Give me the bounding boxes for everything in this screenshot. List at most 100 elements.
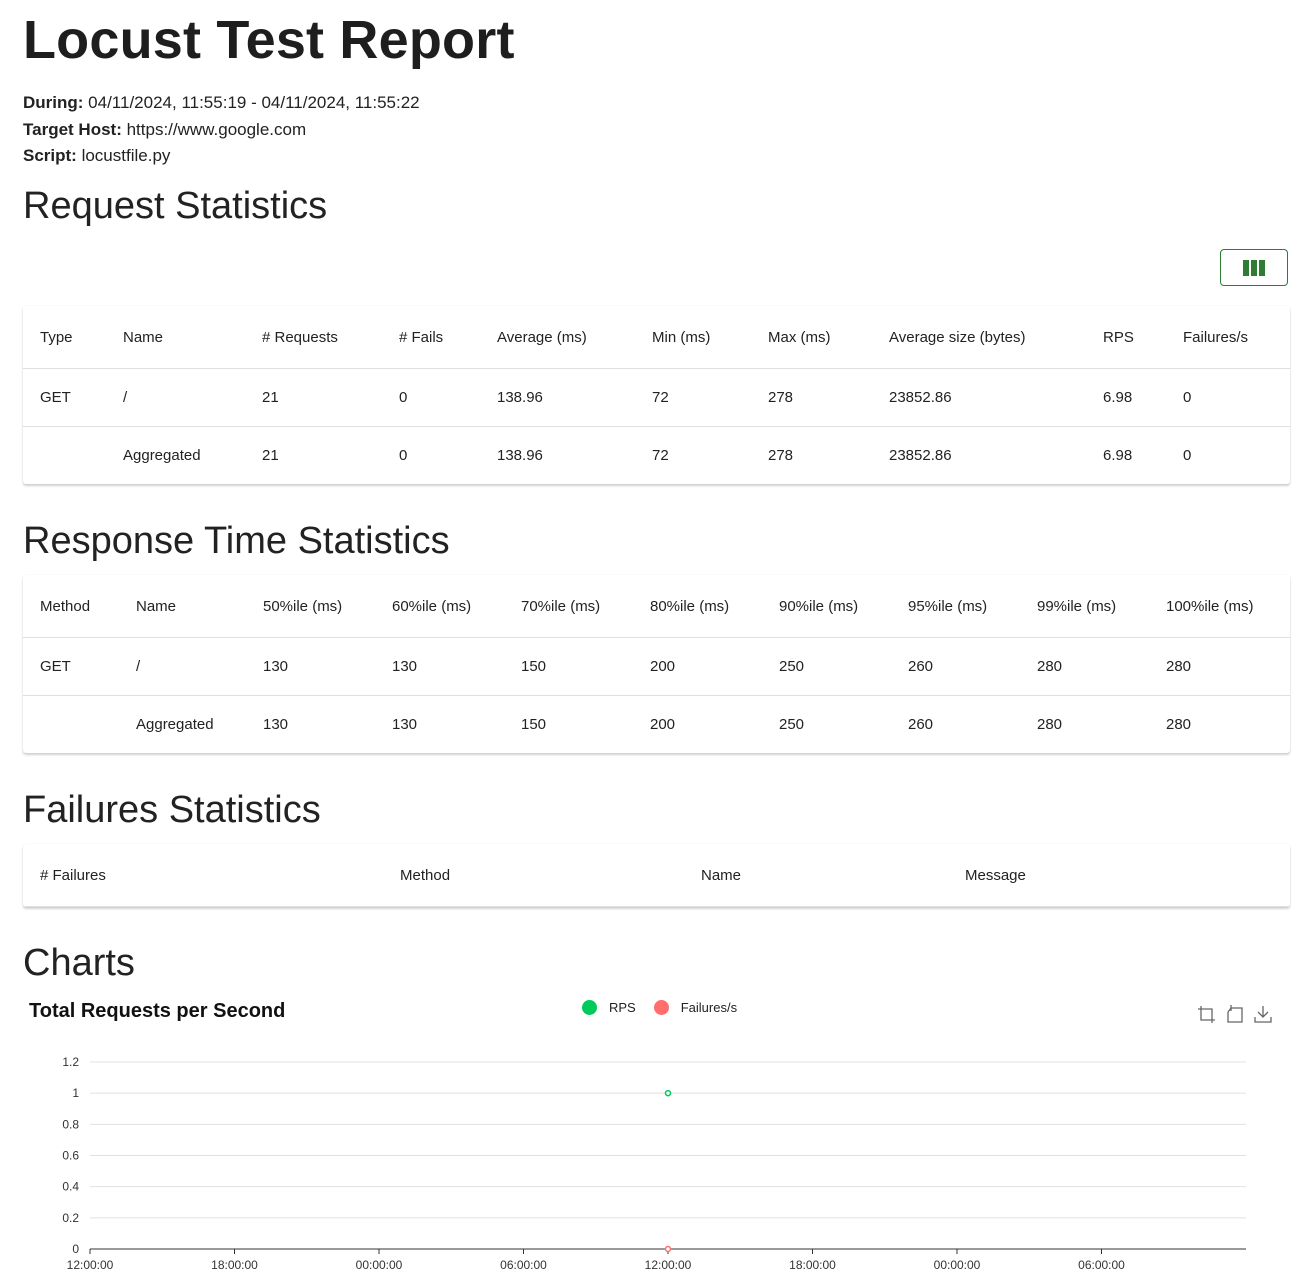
- table-cell: 138.96: [497, 447, 543, 464]
- meta-during: During: 04/11/2024, 11:55:19 - 04/11/202…: [23, 90, 420, 117]
- meta-script-value: locustfile.py: [81, 146, 171, 165]
- table-header-row: # Failures Method Name Message: [23, 844, 1290, 907]
- table-cell: 200: [633, 637, 762, 696]
- table-row: GET/21 0 138.96 72 278 23852.86 6.98 0: [23, 368, 1290, 427]
- table-cell: 21: [245, 368, 382, 427]
- meta-script: Script: locustfile.py: [23, 143, 420, 170]
- column-header: # Failures: [23, 844, 383, 907]
- request-stats-table: Type Name # Requests # Fails Average (ms) Min…: [23, 306, 1290, 484]
- chart-legend[interactable]: RPS Failures/s: [582, 1000, 755, 1015]
- meta-script-label: Script:: [23, 146, 77, 165]
- column-header: Name: [684, 844, 948, 907]
- meta-host-label: Target Host:: [23, 119, 122, 139]
- meta-during-label: During:: [23, 93, 84, 112]
- column-header: 90%ile (ms): [762, 575, 891, 638]
- y-tick-label: 0.2: [62, 1211, 79, 1225]
- response-stats-table: Method Name 50%ile (ms) 60%ile (ms) 70%ile (…: [23, 575, 1290, 753]
- table-cell: [23, 696, 119, 754]
- table-cell: /: [119, 637, 246, 696]
- column-header: 99%ile (ms): [1020, 575, 1149, 638]
- y-tick-label: 0.4: [62, 1180, 79, 1194]
- table-cell: GET: [23, 637, 119, 696]
- table-cell: 278: [768, 447, 794, 464]
- chart-toolbox: [1197, 1004, 1281, 1024]
- column-header: Name: [119, 575, 246, 638]
- table-cell: 150: [504, 637, 633, 696]
- table-cell: 250: [779, 716, 805, 733]
- table-cell: [23, 427, 106, 485]
- column-header: RPS: [1086, 306, 1166, 369]
- table-cell: 260: [908, 716, 934, 733]
- y-tick-label: 1: [72, 1086, 79, 1100]
- request-stats-title: Request Statistics: [23, 185, 328, 227]
- restore-zoom-icon[interactable]: [1225, 1004, 1247, 1024]
- table-row: GET/130 130 150 200 250 260 280 280: [23, 637, 1290, 696]
- table-row: Aggregated 130 130 150 200 250 260 280 280: [23, 696, 1290, 754]
- table-cell: 0: [1166, 368, 1290, 427]
- table-cell: 21: [262, 447, 279, 464]
- x-tick-label: 06:00:00: [1078, 1258, 1125, 1272]
- total-rps-chart: 0 0.2 0.4 0.6 0.8 1 1.2 12:00:00 18:00:00 00:00:0…: [62, 1055, 1246, 1272]
- column-header: Message: [948, 844, 1290, 907]
- table-cell: 6.98: [1103, 447, 1133, 464]
- column-header: 80%ile (ms): [633, 575, 762, 638]
- column-header: Type: [23, 306, 106, 369]
- table-cell: 23852.86: [889, 447, 952, 464]
- table-cell: 0: [399, 447, 408, 464]
- column-header: Max (ms): [751, 306, 872, 369]
- data-point-rps: [664, 1089, 672, 1097]
- table-cell: 250: [762, 637, 891, 696]
- table-row: Aggregated 21 0 138.96 72 278 23852.86 6.98 0: [23, 427, 1290, 485]
- zoom-icon[interactable]: [1197, 1004, 1219, 1024]
- table-cell: 280: [1037, 716, 1063, 733]
- y-tick-label: 0.8: [62, 1117, 79, 1131]
- table-cell: 130: [392, 716, 418, 733]
- table-cell: /: [106, 368, 245, 427]
- legend-item-rps[interactable]: RPS: [582, 1000, 636, 1015]
- table-cell: 130: [375, 637, 504, 696]
- column-header: # Fails: [382, 306, 480, 369]
- x-tick-label: 06:00:00: [500, 1258, 547, 1272]
- column-header: Method: [23, 575, 119, 638]
- column-header: 95%ile (ms): [891, 575, 1020, 638]
- x-tick-label: 00:00:00: [934, 1258, 981, 1272]
- table-cell: 72: [635, 368, 751, 427]
- x-tick-label: 00:00:00: [356, 1258, 403, 1272]
- table-cell: 280: [1020, 637, 1149, 696]
- view-columns-icon: [1243, 259, 1265, 276]
- y-tick-label: 0: [72, 1242, 79, 1256]
- column-header: 60%ile (ms): [375, 575, 504, 638]
- legend-label-rps: RPS: [609, 1000, 636, 1015]
- download-icon[interactable]: [1253, 1004, 1275, 1024]
- legend-label-failures: Failures/s: [680, 1000, 738, 1015]
- table-cell: 0: [382, 368, 480, 427]
- column-header: 100%ile (ms): [1149, 575, 1290, 638]
- table-cell: 6.98: [1086, 368, 1166, 427]
- table-cell: Aggregated: [123, 447, 201, 464]
- legend-dot-failures: [653, 1000, 669, 1015]
- chart-title: Total Requests per Second: [29, 1000, 286, 1022]
- meta-host-value: https://www.google.com: [126, 119, 307, 139]
- column-header: Method: [383, 844, 684, 907]
- table-cell: 150: [521, 716, 547, 733]
- response-stats-title: Response Time Statistics: [23, 520, 450, 562]
- column-header: # Requests: [245, 306, 382, 369]
- data-point-failures: [664, 1245, 672, 1253]
- x-tick-label: 18:00:00: [211, 1258, 258, 1272]
- table-cell: 278: [751, 368, 872, 427]
- table-cell: 280: [1149, 637, 1290, 696]
- response-stats-card: Method Name 50%ile (ms) 60%ile (ms) 70%ile (…: [23, 575, 1290, 753]
- legend-dot-rps: [582, 1000, 597, 1015]
- table-cell: 23852.86: [872, 368, 1086, 427]
- report-meta: During: 04/11/2024, 11:55:19 - 04/11/202…: [23, 90, 420, 170]
- table-cell: 200: [650, 716, 676, 733]
- column-select-button[interactable]: [1220, 249, 1288, 286]
- table-header-row: Method Name 50%ile (ms) 60%ile (ms) 70%ile (…: [23, 575, 1290, 638]
- legend-item-failures[interactable]: Failures/s: [653, 1000, 738, 1015]
- column-header: 70%ile (ms): [504, 575, 633, 638]
- y-tick-label: 1.2: [62, 1055, 79, 1069]
- column-header: Failures/s: [1166, 306, 1290, 369]
- failures-stats-card: # Failures Method Name Message: [23, 844, 1290, 907]
- meta-during-value: 04/11/2024, 11:55:19 - 04/11/2024, 11:55…: [88, 93, 420, 112]
- failures-stats-table: # Failures Method Name Message: [23, 844, 1290, 907]
